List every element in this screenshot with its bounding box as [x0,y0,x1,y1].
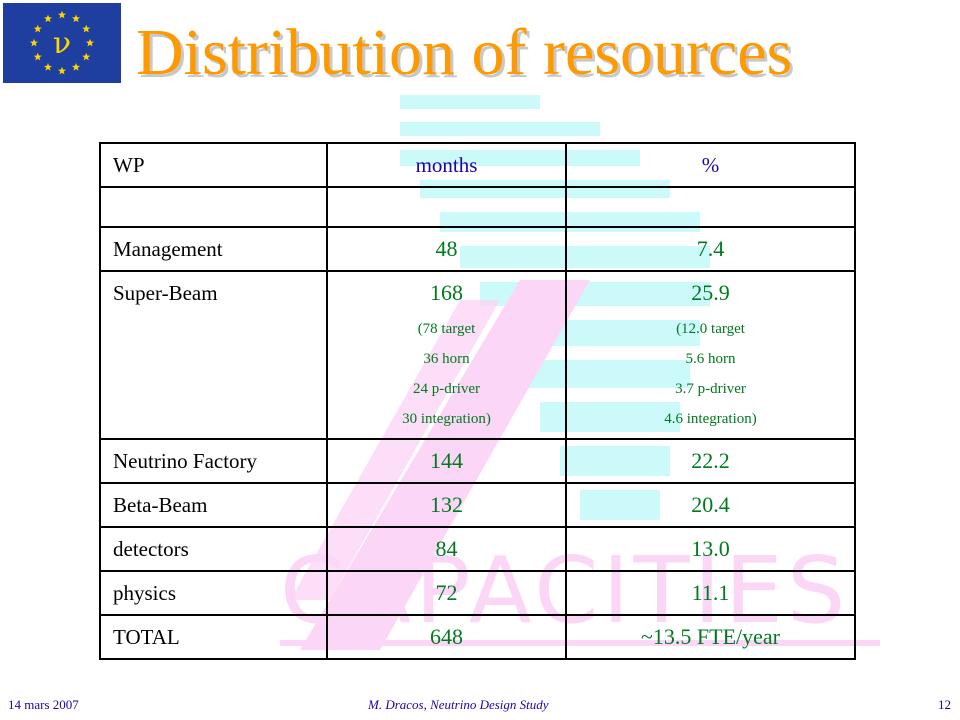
row-percent: 25.9 [691,280,730,305]
table-row-total: TOTAL 648 ~13.5 FTE/year [99,614,856,660]
resources-table: WP months % Management 48 7.4 Super-Beam… [99,142,856,660]
table-row: Beta-Beam 132 20.4 [99,482,856,528]
footer-author: M. Dracos, Neutrino Design Study [368,697,549,712]
row-percent: 13.0 [691,536,730,561]
row-wp: TOTAL [113,625,180,649]
star-icon [82,52,91,61]
months-detail-line: 24 p-driver [412,381,481,397]
percent-detail-line: 5.6 horn [685,351,736,367]
row-months: 168 [430,280,463,305]
percent-detail-line: 4.6 integration) [664,411,757,427]
table-row-empty [99,186,856,228]
header-months: months [326,142,567,188]
row-wp: detectors [113,537,189,561]
row-wp: physics [113,581,176,605]
table-row: Neutrino Factory 144 22.2 [99,438,856,484]
header-percent: % [565,142,856,188]
table-header-row: WP months % [99,142,856,188]
eu-neutrino-logo: ν [3,3,121,83]
table-row: Management 48 7.4 [99,226,856,272]
row-wp: Neutrino Factory [113,449,258,473]
footer-date: 14 mars 2007 [8,697,79,712]
table-row: detectors 84 13.0 [99,526,856,572]
percent-detail-line: 3.7 p-driver [675,381,746,397]
nu-symbol: ν [53,26,71,61]
star-icon [86,38,94,47]
star-icon [33,24,42,33]
star-icon [82,24,91,33]
row-months: 144 [430,448,463,473]
row-percent: ~13.5 FTE/year [641,624,780,649]
row-percent: 20.4 [691,492,730,517]
slide-title: Distribution of resources [136,16,793,89]
row-percent: 7.4 [696,236,725,261]
months-detail-line: (78 target [417,321,476,337]
row-percent: 22.2 [691,448,730,473]
star-icon [44,14,52,23]
months-detail-line: 36 horn [423,351,470,367]
star-icon [33,52,42,61]
months-detail-line: 30 integration) [402,411,491,427]
row-months: 648 [430,624,463,649]
table-row-super-beam: Super-Beam 168 (78 target 36 horn 24 p-d… [99,270,856,440]
row-wp: Super-Beam [113,281,218,305]
star-icon [58,10,66,19]
table-row: physics 72 11.1 [99,570,856,616]
row-months: 48 [435,236,458,261]
row-months: 72 [435,580,458,605]
star-icon [72,63,80,71]
star-icon [30,38,38,47]
row-months: 132 [430,492,463,517]
percent-detail-line: (12.0 target [676,321,745,337]
star-icon [72,14,80,23]
row-wp: Beta-Beam [113,493,208,517]
star-icon [44,63,52,71]
row-months: 84 [435,536,458,561]
row-percent: 11.1 [691,580,730,605]
star-icon [58,66,66,75]
row-wp: Management [113,237,223,261]
footer-page-number: 12 [938,697,951,712]
header-wp: WP [99,142,328,188]
